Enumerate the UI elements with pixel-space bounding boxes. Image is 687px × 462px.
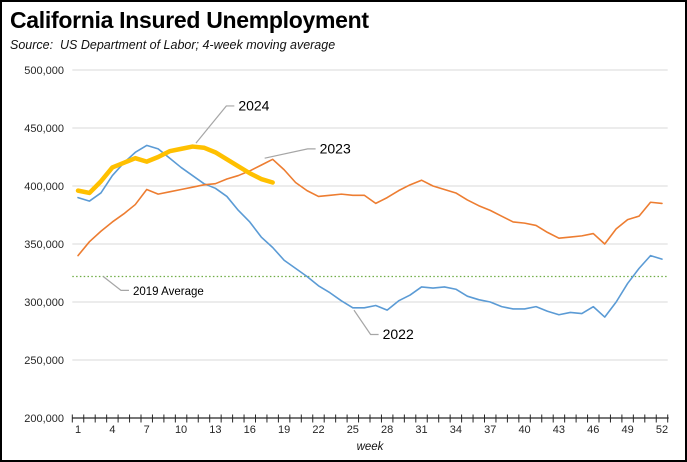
x-axis-tick-label: 52 [656,424,668,436]
chart-source-note: Source: US Department of Labor; 4-week m… [10,38,336,52]
annotation-leader-line [353,309,379,336]
x-axis-tick-label: 16 [244,424,256,436]
x-axis-tick-label: 10 [175,424,187,436]
chart-title: California Insured Unemployment [10,7,369,33]
x-axis-title: week [357,441,385,453]
y-axis-tick-label: 500,000 [24,65,64,77]
annotation-label-2019-average: 2019 Average [133,286,204,298]
y-axis-tick-label: 250,000 [24,355,64,367]
x-axis-tick-label: 49 [622,424,634,436]
x-axis-tick-label: 28 [381,424,393,436]
x-axis-tick-label: 19 [278,424,290,436]
y-axis-tick-label: 350,000 [24,239,64,251]
x-axis-tick-label: 7 [144,424,150,436]
series-line-2024 [75,144,275,196]
x-axis-tick-label: 40 [518,424,530,436]
series-line-2022 [77,144,663,318]
annotation-label-2022: 2022 [383,326,414,342]
x-axis-tick-label: 34 [450,424,462,436]
x-axis-tick-label: 37 [484,424,496,436]
x-axis-tick-label: 13 [209,424,221,436]
x-axis-tick-label: 4 [109,424,115,436]
x-axis-tick-label: 46 [587,424,599,436]
y-axis-tick-label: 200,000 [24,413,64,425]
annotation-label-2023: 2023 [320,140,351,156]
x-axis-tick-label: 31 [415,424,427,436]
annotation-label-2024: 2024 [238,97,269,113]
y-axis-tick-label: 400,000 [24,181,64,193]
y-axis-tick-label: 300,000 [24,297,64,309]
x-axis-tick-label: 22 [312,424,324,436]
x-axis-tick-label: 43 [553,424,565,436]
annotation-leader-line [102,276,129,291]
y-axis-tick-label: 450,000 [24,123,64,135]
annotation-leader-line [264,148,316,159]
x-axis-tick-label: 1 [75,424,81,436]
x-axis-tick-label: 25 [347,424,359,436]
annotation-leader-line [195,105,235,144]
series-line-2023 [77,158,663,257]
